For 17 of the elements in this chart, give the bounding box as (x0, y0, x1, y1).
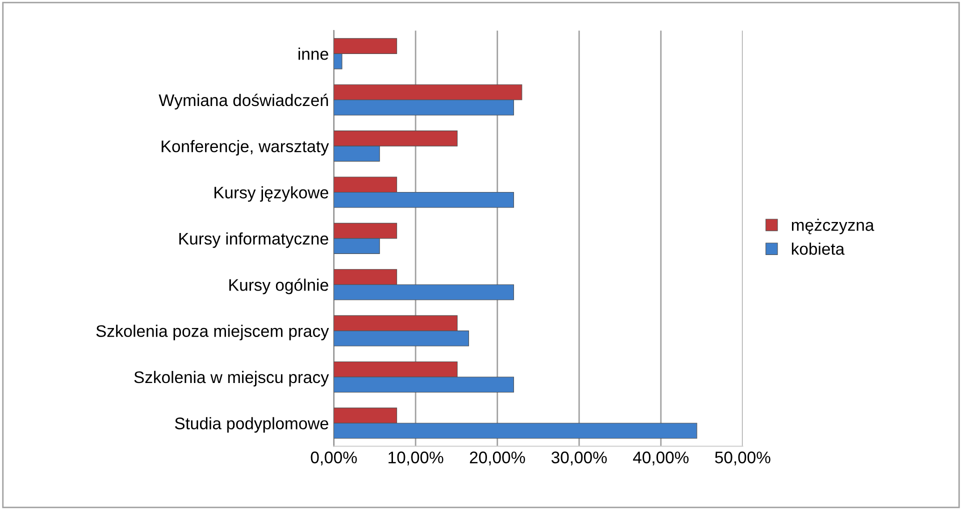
y-tick-label: Konferencje, warsztaty (162, 140, 329, 156)
x-tick-label: 30,00% (552, 452, 607, 466)
y-tick-label: Kursy językowe (214, 186, 328, 202)
legend-label: mężczyzna (792, 218, 874, 234)
y-tick-label: Szkolenia poza miejscem pracy (96, 324, 329, 340)
x-tick-label: 40,00% (633, 452, 689, 466)
y-tick-label: Kursy ogólnie (229, 278, 328, 294)
x-tick-label: 0,00% (310, 452, 357, 466)
x-tick-label: 20,00% (470, 452, 526, 466)
y-tick-label: Studia podyplomowe (174, 417, 328, 433)
y-tick-label: Kursy informatyczne (179, 232, 328, 248)
y-tick-label: Szkolenia w miejscu pracy (134, 370, 329, 386)
x-tick-label: 50,00% (715, 452, 770, 466)
x-tick-label: 10,00% (388, 452, 444, 466)
y-tick-label: inne (298, 48, 328, 60)
legend-label: kobieta (792, 242, 845, 255)
y-tick-label: Wymiana doświadczeń (158, 94, 328, 110)
